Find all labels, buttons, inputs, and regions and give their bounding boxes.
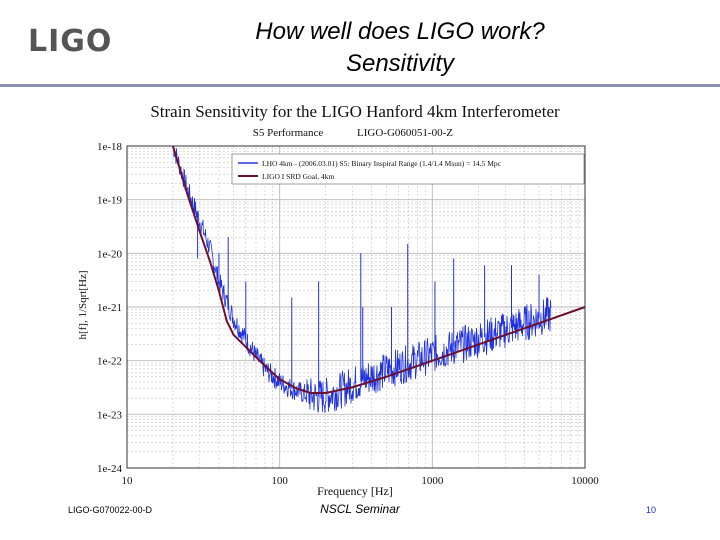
legend-label-measured: LHO 4km - (2006.03.01) S5: Binary Inspir… [262,159,502,168]
slide-title: How well does LIGO work? Sensitivity [190,16,610,80]
y-axis-label: h[f], 1/Sqrt[Hz] [77,270,89,339]
y-tick-label: 1e-18 [97,141,123,153]
y-tick-label: 1e-19 [97,195,123,207]
y-tick-label: 1e-24 [97,463,123,475]
x-tick-label: 10000 [571,475,599,487]
page-number: 10 [646,505,657,515]
chart-legend: LHO 4km - (2006.03.01) S5: Binary Inspir… [231,153,585,185]
srd-goal-line [171,145,586,394]
chart-subtitle-right: LIGO-G060051-00-Z [357,127,453,139]
slide-title-line1: How well does LIGO work? [255,18,545,45]
x-tick-label: 1000 [421,475,444,487]
x-tick-labels: 10 100 1000 10000 [122,475,600,487]
measured-sensitivity-line [172,145,552,413]
x-tick-label: 10 [122,475,134,487]
ligo-logo: LIGO [28,24,113,59]
y-tick-label: 1e-21 [97,302,122,314]
y-tick-label: 1e-22 [97,356,122,368]
strain-sensitivity-chart: Strain Sensitivity for the LIGO Hanford … [77,102,600,498]
chart-lines [171,145,586,394]
y-tick-labels: 1e-18 1e-19 1e-20 1e-21 1e-22 1e-23 1e-24 [97,141,123,475]
legend-box [231,153,585,185]
chart-grid [126,146,585,469]
title-divider [0,84,720,87]
legend-label-goal: LIGO I SRD Goal, 4km [262,172,334,181]
y-tick-label: 1e-23 [97,409,123,421]
plot-frame [126,145,586,469]
slide-title-line2: Sensitivity [345,50,455,77]
x-axis-label: Frequency [Hz] [317,484,393,498]
document-id: LIGO-G070022-00-D [68,505,153,515]
measured-noise-band [172,145,552,413]
chart-subtitle-left: S5 Performance [253,127,324,139]
x-tick-label: 100 [271,475,288,487]
chart-title: Strain Sensitivity for the LIGO Hanford … [150,102,560,121]
y-tick-label: 1e-20 [97,248,123,260]
footer-seminar: NSCL Seminar [320,502,400,516]
